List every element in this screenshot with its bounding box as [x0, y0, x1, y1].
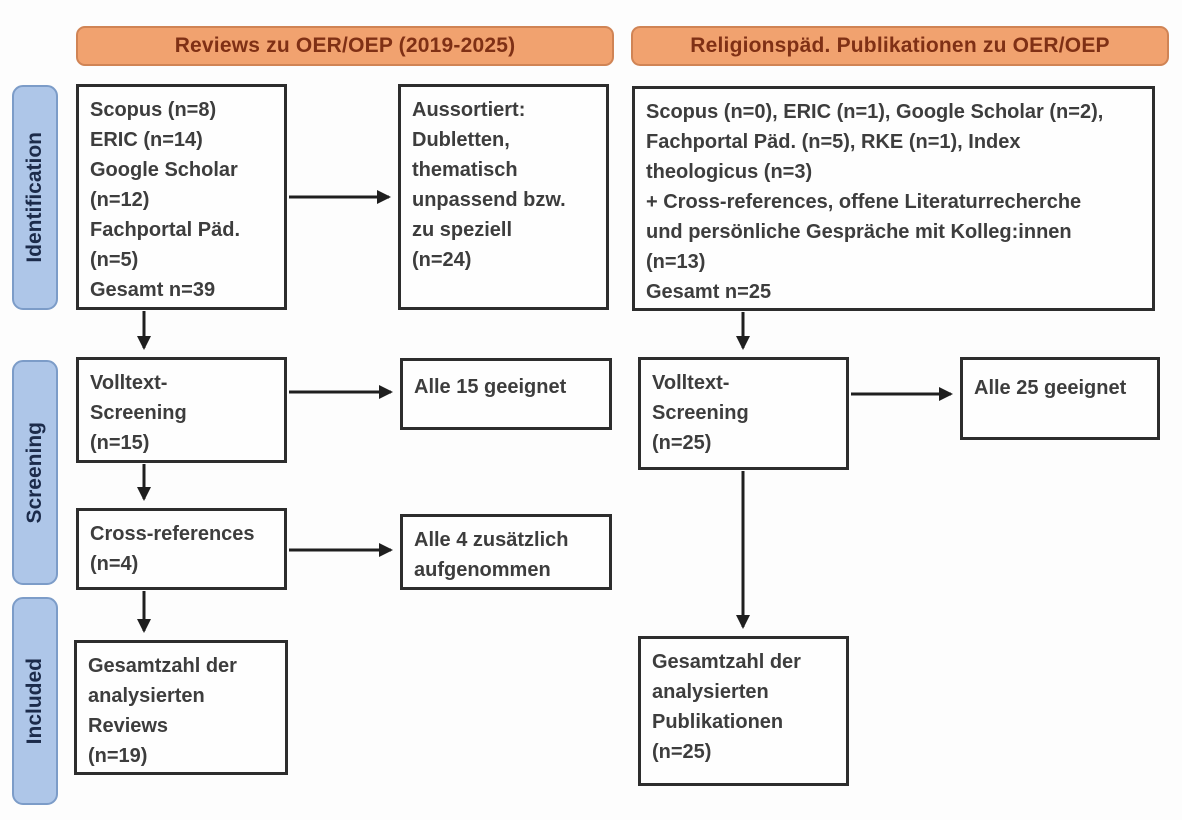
box-right-fulltext-result: Alle 25 geeignet	[960, 357, 1160, 440]
stage-label-included: Included	[12, 597, 58, 805]
column-header-reviews: Reviews zu OER/OEP (2019-2025)	[76, 26, 614, 66]
box-left-excluded: Aussortiert: Dubletten, thematisch unpas…	[398, 84, 609, 310]
box-right-fulltext-screening: Volltext- Screening (n=25)	[638, 357, 849, 470]
stage-label-identification: Identification	[12, 85, 58, 310]
stage-label-screening: Screening	[12, 360, 58, 585]
box-left-fulltext-screening: Volltext- Screening (n=15)	[76, 357, 287, 463]
box-right-included-total: Gesamtzahl der analysierten Publikatione…	[638, 636, 849, 786]
box-left-crossreferences-result: Alle 4 zusätzlich aufgenommen	[400, 514, 612, 590]
box-left-crossreferences: Cross-references (n=4)	[76, 508, 287, 590]
box-left-sources: Scopus (n=8) ERIC (n=14) Google Scholar …	[76, 84, 287, 310]
column-header-religionspaed: Religionspäd. Publikationen zu OER/OEP	[631, 26, 1169, 66]
box-right-sources: Scopus (n=0), ERIC (n=1), Google Scholar…	[632, 86, 1155, 311]
box-left-fulltext-result: Alle 15 geeignet	[400, 358, 612, 430]
box-left-included-total: Gesamtzahl der analysierten Reviews (n=1…	[74, 640, 288, 775]
